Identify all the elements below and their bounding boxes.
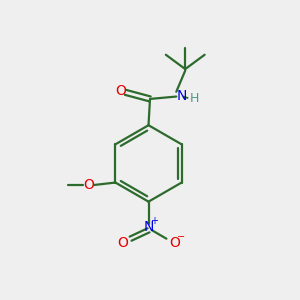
Text: O: O: [117, 236, 128, 250]
Text: N: N: [143, 220, 154, 234]
Text: O: O: [115, 84, 126, 98]
Text: H: H: [190, 92, 200, 105]
Text: O: O: [84, 178, 94, 192]
Text: N: N: [176, 89, 187, 103]
Text: −: −: [177, 232, 185, 242]
Text: O: O: [169, 236, 180, 250]
Text: +: +: [150, 216, 158, 226]
